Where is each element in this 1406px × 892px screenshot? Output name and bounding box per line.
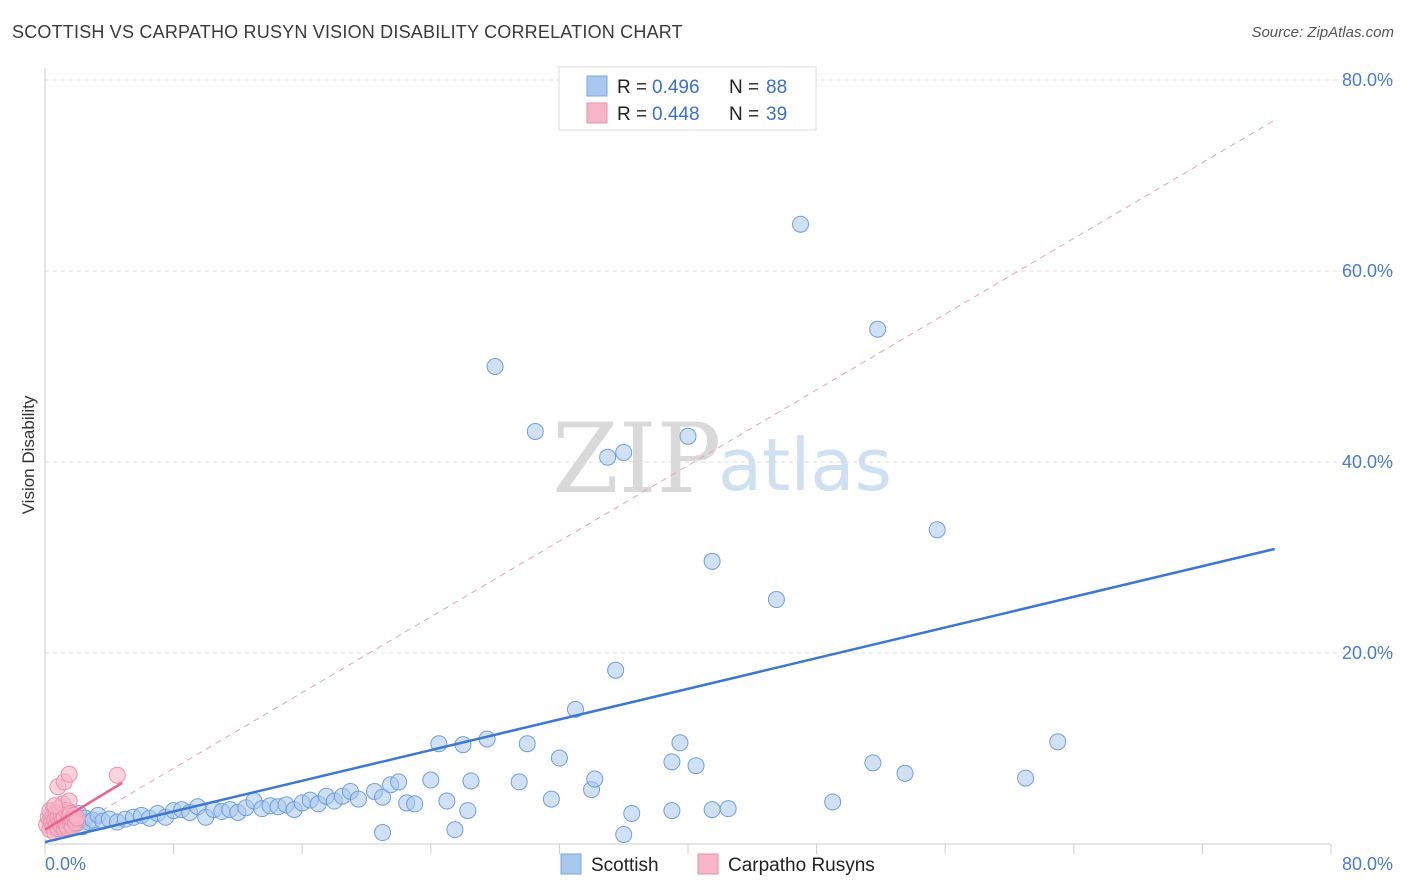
point-scottish-75 bbox=[566, 700, 584, 718]
point-scottish-92 bbox=[719, 800, 737, 818]
legend-r-value-carpatho: 0.448 bbox=[652, 104, 700, 125]
trend-lines bbox=[44, 119, 1275, 845]
point-scottish-90 bbox=[703, 552, 721, 570]
point-scottish-57 bbox=[374, 788, 392, 806]
legend-n-value-scottish: 88 bbox=[766, 77, 787, 98]
bottom-legend-label-scottish: Scottish bbox=[591, 855, 659, 876]
bottom-legend-swatch-scottish bbox=[560, 853, 582, 875]
point-scottish-101 bbox=[1049, 733, 1067, 751]
point-scottish-79 bbox=[615, 443, 633, 461]
point-scottish-87 bbox=[663, 753, 681, 771]
point-scottish-93 bbox=[767, 591, 785, 609]
point-scottish-71 bbox=[518, 735, 536, 753]
y-tick-label-2: 60.0% bbox=[1342, 261, 1393, 281]
legend-n-label-carpatho: N = bbox=[729, 104, 759, 125]
point-scottish-96 bbox=[864, 754, 882, 772]
legend-n-label-scottish: N = bbox=[729, 77, 759, 98]
legend-box: R = 0.496 N = 88 R = 0.448 N = 39 bbox=[558, 66, 817, 131]
point-scottish-63 bbox=[422, 771, 440, 789]
point-scottish-95 bbox=[824, 793, 842, 811]
legend-r-label-carpatho: R = bbox=[617, 104, 647, 125]
legend-r-label-scottish: R = bbox=[617, 77, 647, 98]
point-scottish-59 bbox=[390, 773, 408, 791]
chart-title: SCOTTISH VS CARPATHO RUSYN VISION DISABI… bbox=[12, 22, 683, 42]
source-label: Source: ZipAtlas.com bbox=[1251, 24, 1394, 41]
bottom-legend-swatch-carpatho bbox=[697, 853, 719, 875]
point-scottish-70 bbox=[459, 802, 477, 820]
point-scottish-94 bbox=[792, 215, 810, 233]
point-scottish-80 bbox=[526, 422, 544, 440]
x-tick-label-0: 0.0% bbox=[45, 854, 86, 874]
trend-line-carpatho bbox=[44, 781, 123, 831]
point-scottish-82 bbox=[607, 661, 625, 679]
y-axis-title: Vision Disability bbox=[19, 395, 38, 514]
tick-labels: 20.0% 40.0% 60.0% 80.0% 0.0% 80.0% bbox=[45, 70, 1393, 874]
point-scottish-100 bbox=[1017, 769, 1035, 787]
point-scottish-74 bbox=[550, 749, 568, 767]
point-scottish-73 bbox=[542, 790, 560, 808]
watermark-atlas: atlas bbox=[718, 423, 892, 507]
point-scottish-64 bbox=[438, 792, 456, 810]
point-scottish-77 bbox=[586, 770, 604, 788]
point-scottish-89 bbox=[679, 427, 697, 445]
point-scottish-97 bbox=[869, 320, 887, 338]
point-scottish-69 bbox=[446, 821, 464, 839]
grid-lines bbox=[45, 79, 1393, 654]
point-scottish-83 bbox=[615, 825, 633, 843]
point-carpatho-37 bbox=[108, 766, 126, 784]
y-tick-label-1: 40.0% bbox=[1342, 452, 1393, 472]
trend-line-scottish bbox=[44, 547, 1276, 844]
point-scottish-68 bbox=[462, 772, 480, 790]
point-scottish-91 bbox=[703, 801, 721, 819]
x-tick-label-1: 80.0% bbox=[1342, 854, 1393, 874]
point-scottish-72 bbox=[510, 773, 528, 791]
point-scottish-88 bbox=[687, 757, 705, 775]
point-carpatho-36 bbox=[60, 765, 78, 783]
legend-n-value-carpatho: 39 bbox=[766, 104, 787, 125]
watermark-zip: ZIP bbox=[552, 403, 721, 515]
point-scottish-55 bbox=[349, 790, 367, 808]
point-scottish-85 bbox=[663, 802, 681, 820]
point-scottish-84 bbox=[623, 804, 641, 822]
y-tick-label-0: 20.0% bbox=[1342, 643, 1393, 663]
legend-r-value-scottish: 0.496 bbox=[652, 77, 700, 98]
bottom-legend: Scottish Carpatho Rusyns bbox=[560, 853, 875, 876]
point-scottish-62 bbox=[406, 795, 424, 813]
point-scottish-99 bbox=[928, 521, 946, 539]
legend-swatch-scottish bbox=[586, 75, 608, 97]
data-points bbox=[38, 215, 1276, 844]
trend-line-carpatho-extended bbox=[44, 119, 1275, 845]
point-scottish-78 bbox=[599, 448, 617, 466]
point-scottish-60 bbox=[374, 824, 392, 842]
bottom-legend-label-carpatho: Carpatho Rusyns bbox=[728, 855, 875, 876]
point-carpatho-38 bbox=[46, 797, 64, 815]
point-scottish-86 bbox=[671, 734, 689, 752]
point-scottish-98 bbox=[896, 764, 914, 782]
axes bbox=[44, 68, 1332, 854]
watermark: ZIP atlas bbox=[552, 403, 892, 515]
legend-swatch-carpatho bbox=[586, 102, 608, 124]
y-tick-label-3: 80.0% bbox=[1342, 70, 1393, 90]
point-scottish-81 bbox=[486, 358, 504, 375]
